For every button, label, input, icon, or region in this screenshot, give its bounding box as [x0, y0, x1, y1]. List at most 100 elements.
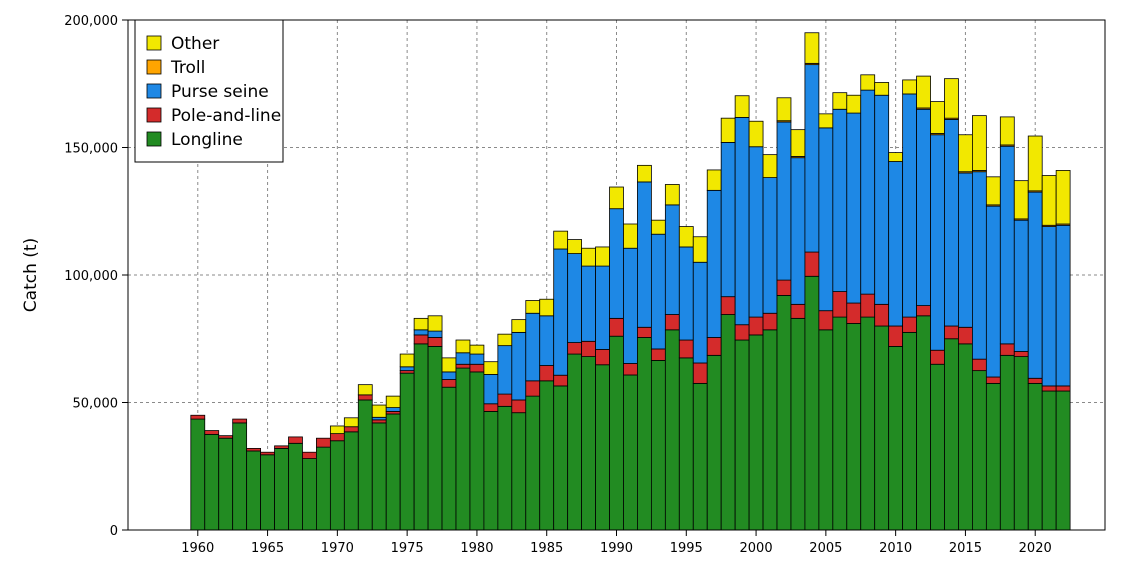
legend-swatch-pole-and-line: [146, 107, 162, 123]
bar-other-1994: [664, 184, 680, 206]
bar-longline-2000: [748, 334, 764, 531]
y-axis-title: Catch (t): [21, 238, 41, 312]
bar-pole-and-line-1992: [637, 326, 652, 338]
bar-longline-1966: [274, 447, 289, 531]
bar-longline-1990: [609, 335, 624, 531]
bar-purse-seine-2014: [944, 119, 959, 327]
y-tick-label: 200,000: [64, 14, 118, 29]
bar-pole-and-line-1966: [274, 445, 289, 449]
bar-pole-and-line-1985: [539, 365, 555, 382]
y-tick-label: 0: [110, 524, 118, 539]
bar-other-1979: [455, 339, 471, 354]
bar-other-2007: [846, 94, 862, 114]
bar-other-2020: [1027, 135, 1043, 192]
legend: Other Troll Purse seine Pole-and-line Longli…: [134, 19, 284, 163]
bar-other-1991: [623, 223, 638, 249]
bar-purse-seine-2013: [930, 134, 945, 351]
bar-pole-and-line-1965: [260, 451, 275, 456]
bar-pole-and-line-2001: [762, 312, 778, 331]
bar-longline-1997: [706, 354, 722, 531]
bar-purse-seine-2012: [916, 108, 931, 307]
bar-other-1987: [567, 239, 583, 254]
bar-other-2013: [930, 101, 945, 134]
bar-pole-and-line-1986: [553, 374, 569, 387]
bar-other-1995: [678, 226, 694, 248]
bar-longline-1977: [427, 345, 443, 531]
bar-pole-and-line-1976: [413, 334, 429, 345]
bar-pole-and-line-1989: [595, 349, 610, 366]
bar-longline-2006: [832, 316, 848, 531]
bar-pole-and-line-1978: [441, 379, 457, 388]
bar-other-1971: [343, 417, 359, 428]
bar-other-2012: [916, 75, 931, 109]
bar-purse-seine-1991: [623, 247, 638, 364]
bar-purse-seine-1990: [609, 208, 624, 319]
bar-pole-and-line-1981: [483, 403, 499, 412]
bar-longline-2021: [1041, 390, 1057, 531]
bar-longline-1963: [232, 422, 248, 531]
bar-longline-2012: [916, 315, 931, 531]
x-tick-label: 1970: [321, 541, 354, 556]
bar-other-1990: [609, 186, 624, 210]
bar-longline-1968: [302, 458, 317, 531]
bar-purse-seine-1983: [511, 331, 527, 401]
bar-other-1978: [441, 357, 457, 373]
bar-purse-seine-1999: [734, 117, 750, 326]
bar-pole-and-line-1984: [525, 380, 541, 397]
bar-longline-1965: [260, 454, 275, 531]
bar-longline-1973: [371, 422, 387, 531]
legend-swatch-other: [146, 35, 162, 51]
bar-purse-seine-1981: [483, 374, 499, 405]
bar-other-1986: [553, 230, 569, 250]
bar-pole-and-line-1982: [497, 393, 513, 407]
bar-longline-1974: [385, 413, 401, 531]
bar-other-1982: [497, 333, 513, 347]
bar-longline-2004: [804, 275, 820, 531]
bar-purse-seine-2003: [790, 157, 806, 305]
bar-other-1993: [650, 219, 666, 235]
bar-longline-1985: [539, 380, 555, 531]
bar-pole-and-line-2007: [846, 302, 862, 324]
bar-longline-1982: [497, 405, 513, 531]
bar-purse-seine-1974: [385, 407, 401, 412]
bar-longline-1976: [413, 343, 429, 531]
bar-purse-seine-2001: [762, 177, 778, 314]
bar-longline-1988: [581, 356, 596, 531]
bar-longline-2011: [902, 331, 917, 531]
bar-longline-1972: [357, 399, 373, 531]
x-tick-label: 2015: [949, 541, 982, 556]
bar-other-1988: [581, 247, 596, 267]
bar-other-1973: [371, 404, 387, 418]
legend-swatch-purse-seine: [146, 83, 162, 99]
bar-purse-seine-1984: [525, 312, 541, 382]
legend-label-pole-and-line: Pole-and-line: [171, 106, 281, 126]
bar-purse-seine-2006: [832, 108, 848, 292]
bar-other-2021: [1041, 175, 1057, 226]
x-tick-label: 1990: [600, 541, 633, 556]
bar-longline-2007: [846, 323, 862, 531]
bar-purse-seine-1977: [427, 330, 443, 338]
bar-pole-and-line-1968: [302, 451, 317, 460]
bar-purse-seine-2021: [1041, 226, 1057, 387]
bar-pole-and-line-1977: [427, 337, 443, 347]
bar-pole-and-line-2012: [916, 305, 931, 317]
bar-other-2016: [972, 115, 987, 171]
bar-pole-and-line-1963: [232, 418, 248, 424]
bar-purse-seine-2017: [985, 205, 1001, 378]
bar-longline-1989: [595, 364, 610, 531]
bar-longline-1987: [567, 353, 583, 531]
bar-longline-1967: [288, 442, 303, 531]
bar-purse-seine-2005: [818, 127, 834, 312]
bar-pole-and-line-1964: [246, 447, 261, 452]
bar-other-2017: [985, 176, 1001, 206]
bar-purse-seine-2004: [804, 64, 820, 253]
bar-pole-and-line-2014: [944, 325, 959, 340]
bar-pole-and-line-2019: [1013, 351, 1029, 357]
bar-other-1974: [385, 395, 401, 409]
bar-pole-and-line-1999: [734, 324, 750, 341]
bar-pole-and-line-2020: [1027, 377, 1043, 384]
bar-purse-seine-1985: [539, 315, 555, 366]
bar-pole-and-line-2018: [999, 343, 1015, 356]
bar-purse-seine-1998: [720, 141, 736, 298]
bar-longline-2013: [930, 363, 945, 531]
